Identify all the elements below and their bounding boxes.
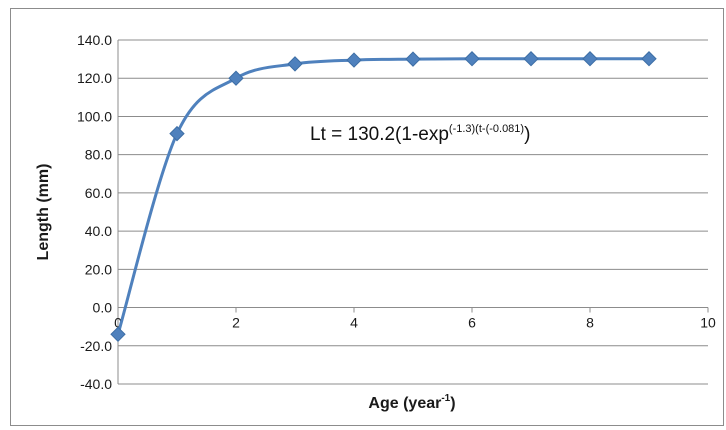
data-point-marker xyxy=(405,51,421,67)
y-tick-label: 20.0 xyxy=(85,261,112,277)
y-tick-label: 80.0 xyxy=(85,147,112,163)
equation-exponent: (-1.3)(t-(-0.081) xyxy=(449,123,524,135)
data-point-marker xyxy=(228,70,244,86)
x-tick-label: 6 xyxy=(468,315,476,331)
y-tick-label: 0.0 xyxy=(93,300,113,316)
data-point-marker xyxy=(110,326,126,343)
chart-frame xyxy=(10,8,724,426)
x-axis-title-sup: -1 xyxy=(441,393,450,404)
data-point-marker xyxy=(287,56,303,72)
data-point-marker xyxy=(464,51,480,67)
equation-main: Lt = 130.2(1-exp xyxy=(310,124,449,145)
x-tick-label: 8 xyxy=(586,315,594,331)
y-tick-label: -40.0 xyxy=(80,376,112,392)
y-tick-label: 40.0 xyxy=(85,223,112,239)
gridlines xyxy=(117,39,708,385)
x-tick-label: 4 xyxy=(350,315,358,331)
data-point-marker xyxy=(641,51,657,67)
equation-close: ) xyxy=(524,124,530,145)
data-point-marker xyxy=(523,51,539,67)
data-point-marker xyxy=(346,52,362,68)
series-layer xyxy=(110,51,657,343)
equation-annotation: Lt = 130.2(1-exp(-1.3)(t-(-0.081)) xyxy=(310,123,530,145)
x-tick-labels: 0 2 4 6 8 10 xyxy=(114,315,716,331)
data-point-marker xyxy=(169,125,185,142)
x-tick-label: 10 xyxy=(700,315,716,331)
x-axis-title-main: Age (year xyxy=(368,395,441,412)
y-axis-title: Length (mm) xyxy=(35,164,52,261)
x-axis xyxy=(117,307,709,313)
series-line xyxy=(116,57,649,335)
x-tick-label: 2 xyxy=(232,315,240,331)
y-tick-label: 100.0 xyxy=(77,108,112,124)
y-tick-labels: 140.0 120.0 100.0 80.0 60.0 40.0 20.0 0.0 -20.0 -… xyxy=(77,32,112,392)
x-tick-label: 0 xyxy=(114,315,122,331)
y-tick-label: 140.0 xyxy=(77,32,112,48)
x-axis-title-close: ) xyxy=(450,395,455,412)
y-tick-label: 60.0 xyxy=(85,185,112,201)
y-tick-label: -20.0 xyxy=(80,338,112,354)
x-axis-title: Age (year-1) xyxy=(368,393,455,412)
data-point-marker xyxy=(582,51,598,67)
y-tick-label: 120.0 xyxy=(77,70,112,86)
